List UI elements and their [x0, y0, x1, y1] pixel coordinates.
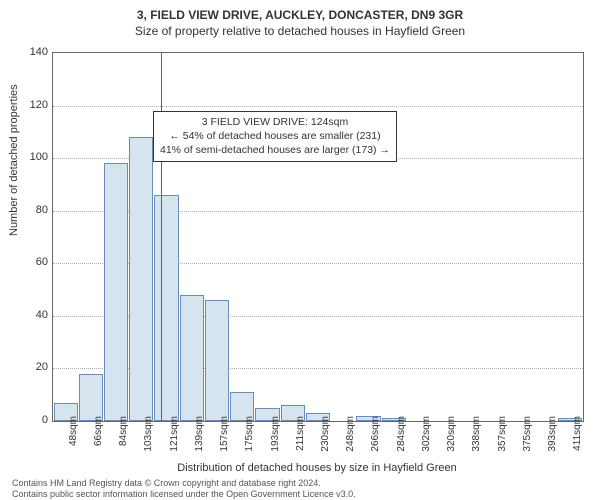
x-tick-label: 230sqm — [320, 416, 331, 458]
x-tick-label: 175sqm — [244, 416, 255, 458]
plot-area: 3 FIELD VIEW DRIVE: 124sqm ← 54% of deta… — [52, 52, 584, 422]
chart-title: 3, FIELD VIEW DRIVE, AUCKLEY, DONCASTER,… — [0, 0, 600, 22]
y-tick-label: 100 — [18, 151, 48, 163]
x-axis-label: Distribution of detached houses by size … — [52, 462, 582, 474]
marker-line — [161, 53, 162, 421]
x-tick-label: 157sqm — [219, 416, 230, 458]
x-tick-label: 266sqm — [370, 416, 381, 458]
info-line-3: 41% of semi-detached houses are larger (… — [160, 143, 390, 157]
x-tick-label: 211sqm — [295, 416, 306, 458]
x-tick-label: 121sqm — [169, 416, 180, 458]
x-tick-label: 375sqm — [522, 416, 533, 458]
attribution-line-1: Contains HM Land Registry data © Crown c… — [12, 478, 356, 489]
y-tick-label: 60 — [18, 256, 48, 268]
y-tick-label: 20 — [18, 361, 48, 373]
x-tick-label: 302sqm — [421, 416, 432, 458]
x-tick-label: 48sqm — [68, 416, 79, 458]
bar — [180, 295, 204, 421]
info-box: 3 FIELD VIEW DRIVE: 124sqm ← 54% of deta… — [153, 111, 397, 162]
x-tick-label: 139sqm — [194, 416, 205, 458]
y-tick-label: 80 — [18, 204, 48, 216]
x-tick-label: 284sqm — [396, 416, 407, 458]
bar — [205, 300, 229, 421]
x-tick-label: 66sqm — [93, 416, 104, 458]
x-tick-label: 357sqm — [497, 416, 508, 458]
x-tick-label: 411sqm — [572, 416, 583, 458]
bar — [129, 137, 153, 421]
y-tick-label: 120 — [18, 99, 48, 111]
x-tick-label: 84sqm — [118, 416, 129, 458]
x-tick-label: 393sqm — [547, 416, 558, 458]
attribution-line-2: Contains public sector information licen… — [12, 489, 356, 500]
bar — [154, 195, 178, 421]
chart-subtitle: Size of property relative to detached ho… — [0, 22, 600, 38]
gridline — [53, 106, 583, 107]
x-tick-label: 320sqm — [446, 416, 457, 458]
x-tick-label: 338sqm — [471, 416, 482, 458]
info-line-2: ← 54% of detached houses are smaller (23… — [160, 129, 390, 143]
y-tick-label: 140 — [18, 46, 48, 58]
chart-container: 3, FIELD VIEW DRIVE, AUCKLEY, DONCASTER,… — [0, 0, 600, 500]
x-tick-label: 193sqm — [270, 416, 281, 458]
bar — [104, 163, 128, 421]
bar — [79, 374, 103, 421]
x-tick-label: 248sqm — [345, 416, 356, 458]
attribution: Contains HM Land Registry data © Crown c… — [12, 478, 356, 500]
info-line-1: 3 FIELD VIEW DRIVE: 124sqm — [160, 115, 390, 129]
y-tick-label: 0 — [18, 414, 48, 426]
y-tick-label: 40 — [18, 309, 48, 321]
x-tick-label: 103sqm — [143, 416, 154, 458]
